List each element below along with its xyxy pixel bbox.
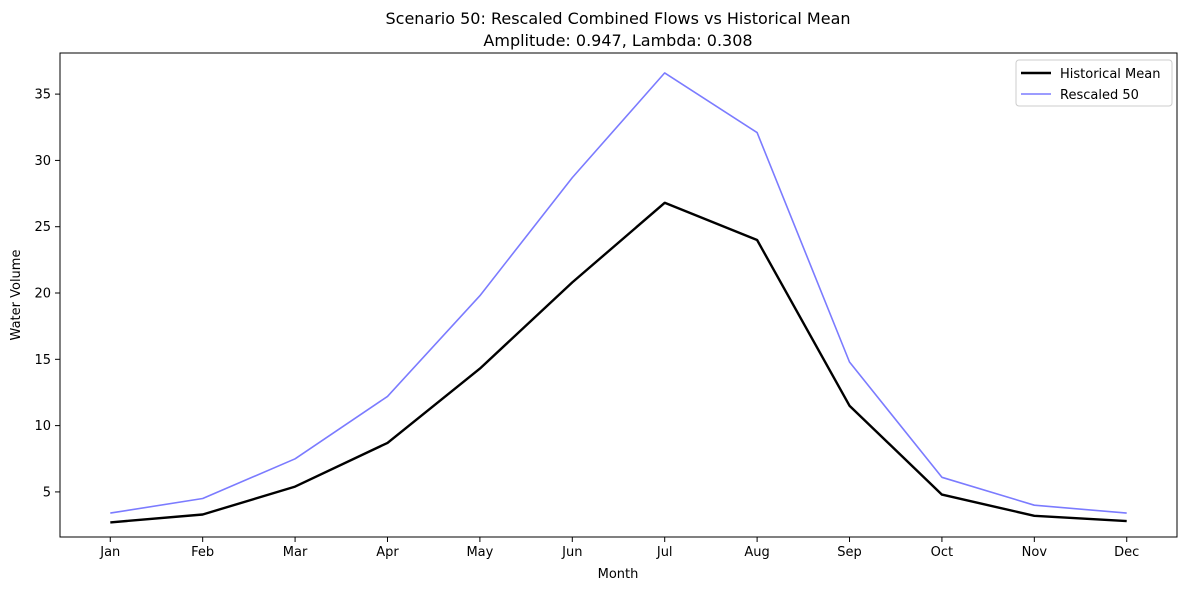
- x-tick-label: Jan: [99, 545, 120, 560]
- x-tick-label: Apr: [376, 545, 399, 560]
- y-axis-label: Water Volume: [9, 250, 24, 341]
- y-tick-label: 10: [34, 419, 51, 434]
- legend-box: [1015, 59, 1173, 107]
- legend-label-historical-mean: Historical Mean: [1060, 67, 1160, 82]
- y-tick-label: 15: [34, 353, 51, 368]
- series-line-rescaled-50: [110, 72, 1127, 514]
- x-tick-label: Feb: [191, 545, 214, 560]
- y-tick-label: 5: [43, 485, 51, 500]
- chart-title: Scenario 50: Rescaled Combined Flows vs …: [385, 9, 850, 28]
- y-tick-label: 20: [34, 287, 51, 302]
- x-tick-label: Sep: [837, 545, 862, 560]
- x-axis-label: Month: [598, 567, 639, 582]
- chart-subtitle: Amplitude: 0.947, Lambda: 0.308: [483, 31, 752, 50]
- legend-label-rescaled-50: Rescaled 50: [1060, 88, 1139, 103]
- y-axis-ticks: 5 10 15 20 25 30 35: [34, 88, 60, 500]
- y-tick-label: 25: [34, 220, 51, 235]
- series-line-historical-mean: [110, 201, 1127, 524]
- legend: Historical Mean Rescaled 50: [1015, 59, 1173, 107]
- x-tick-label: Jul: [656, 545, 673, 560]
- x-tick-label: Dec: [1114, 545, 1139, 560]
- y-tick-label: 30: [34, 154, 51, 169]
- plot-area-frame: [59, 52, 1178, 538]
- series-layer: [110, 72, 1127, 524]
- y-tick-label: 35: [34, 88, 51, 103]
- x-tick-label: Aug: [744, 545, 769, 560]
- x-axis-ticks: Jan Feb Mar Apr May Jun Jul Aug Sep Oct Nov Dec: [99, 537, 1139, 560]
- x-tick-label: Jun: [561, 545, 582, 560]
- x-tick-label: Mar: [283, 545, 308, 560]
- x-tick-label: Nov: [1022, 545, 1048, 560]
- x-tick-label: Oct: [931, 545, 953, 560]
- x-tick-label: May: [466, 545, 493, 560]
